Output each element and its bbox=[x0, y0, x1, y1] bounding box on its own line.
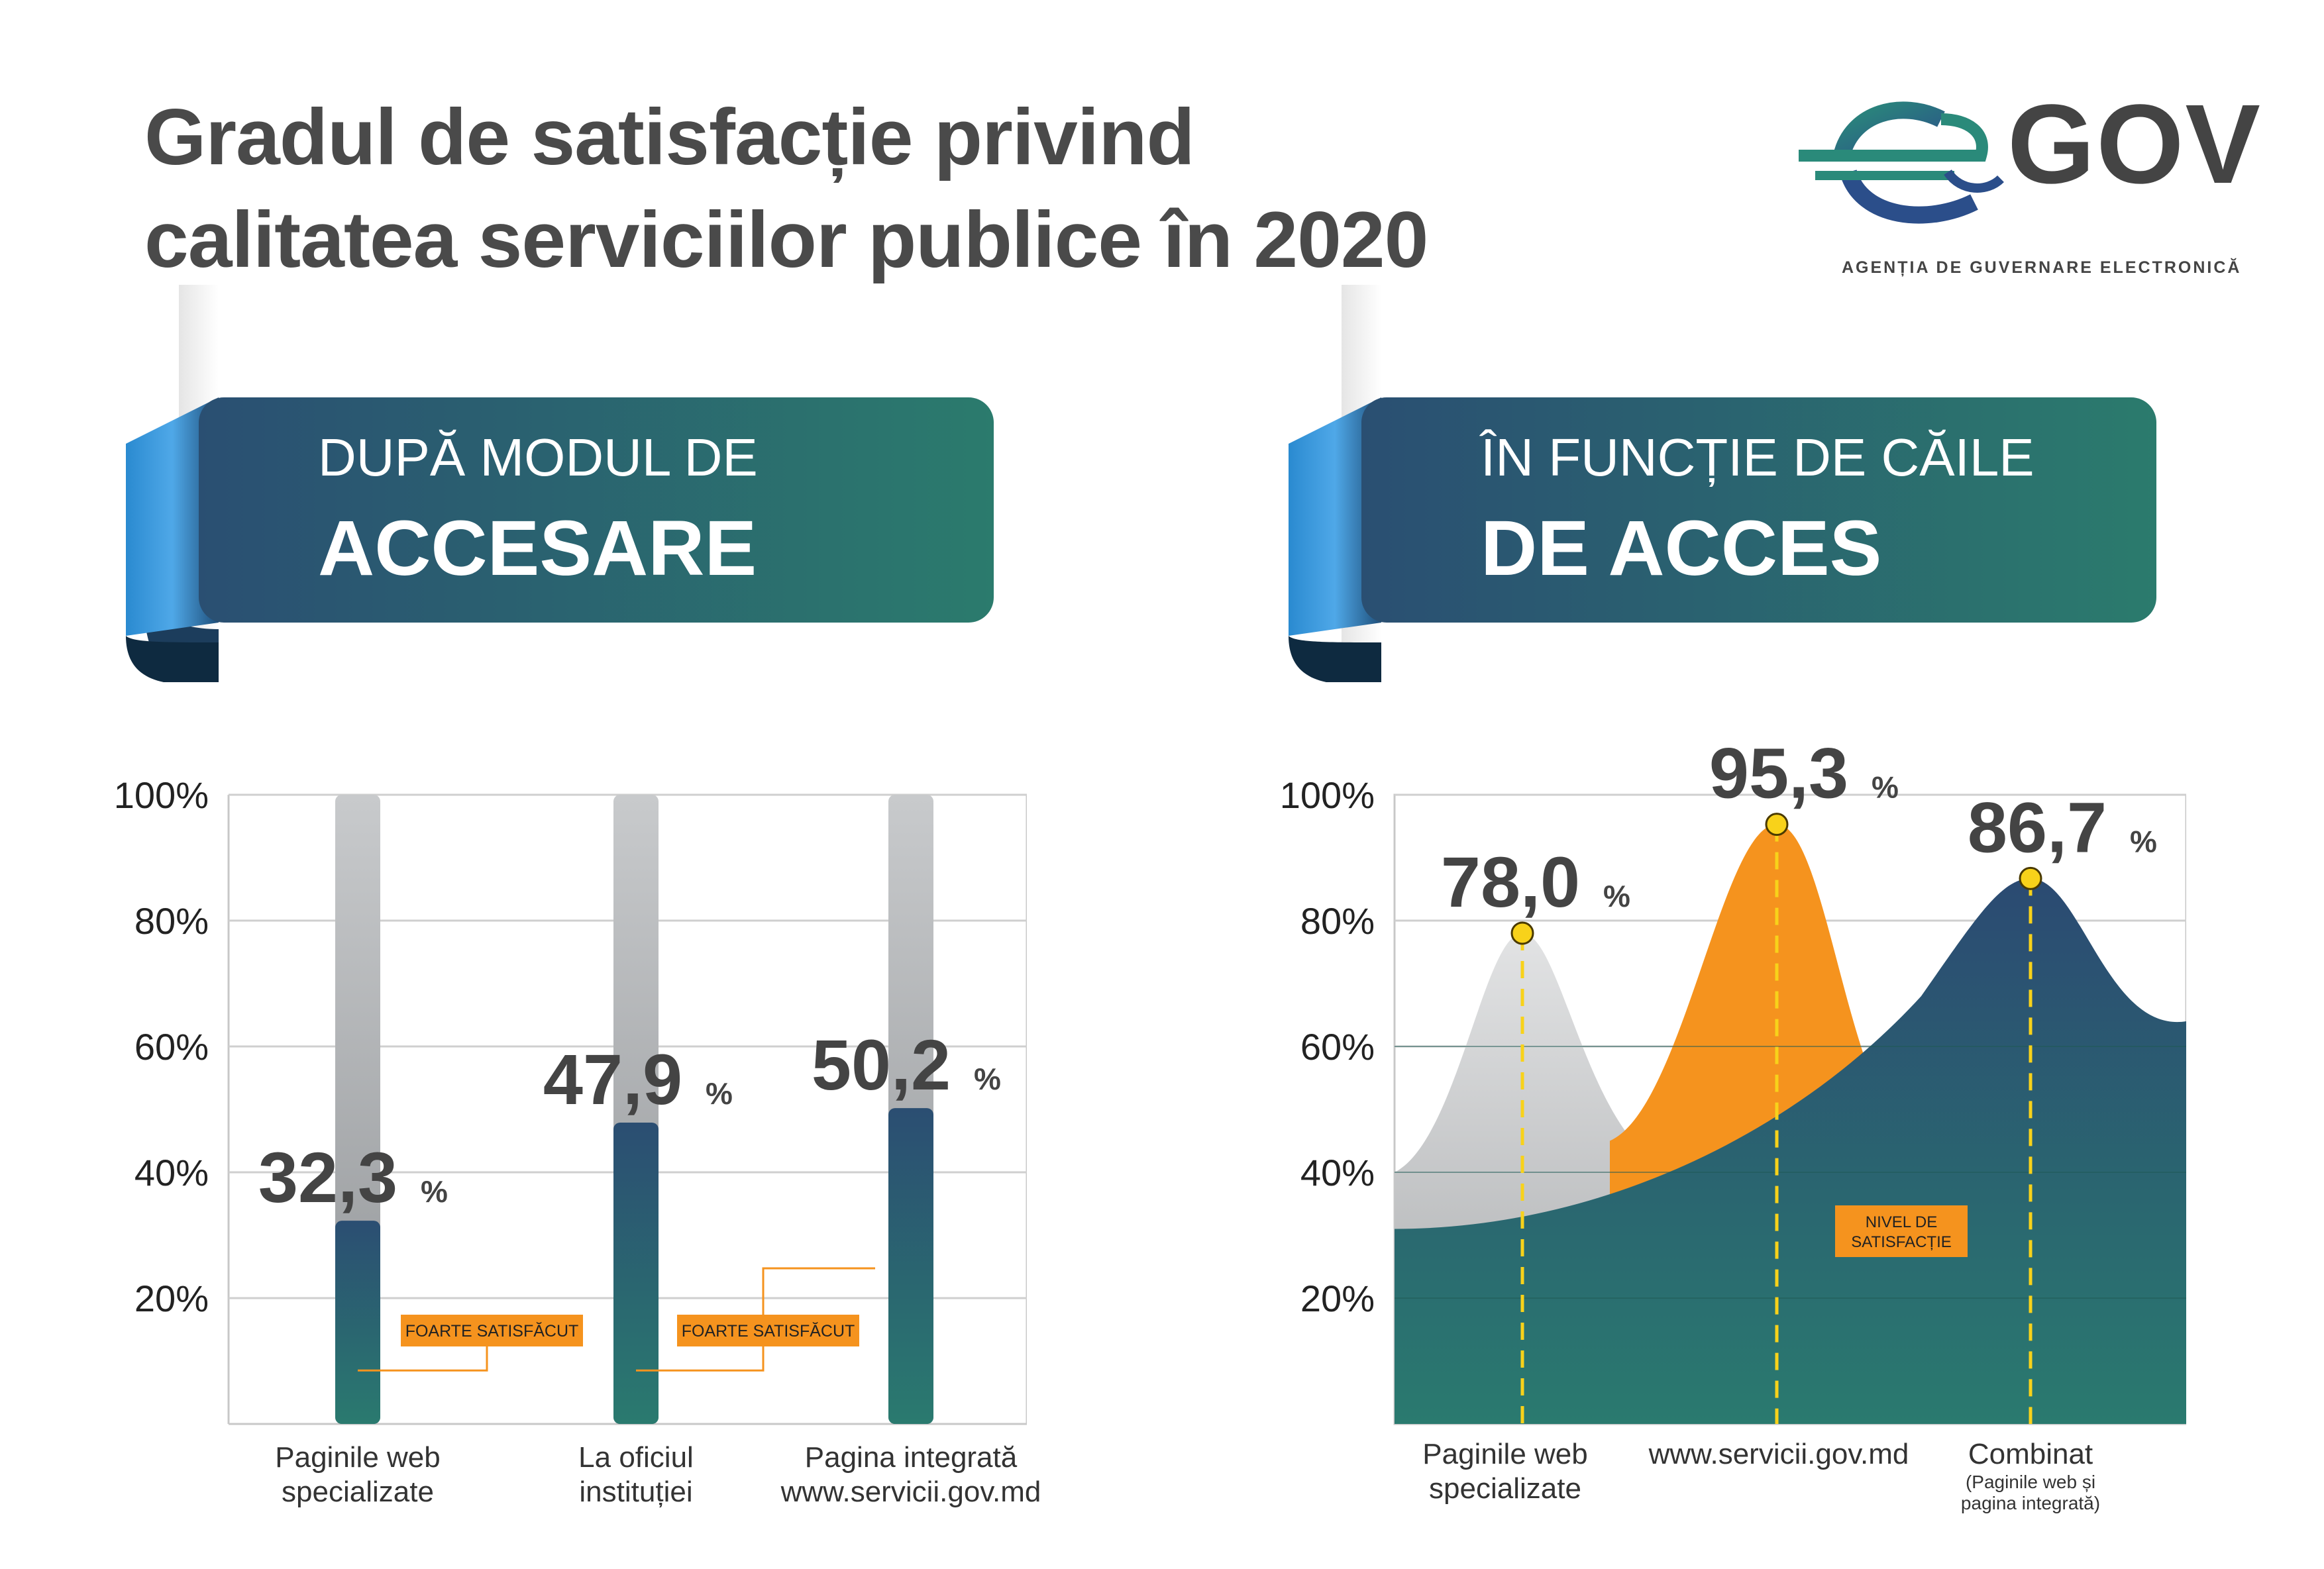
bar-value-label: 47,9 bbox=[543, 1039, 682, 1119]
callout-line bbox=[636, 1346, 765, 1372]
peak-marker bbox=[2019, 866, 2042, 890]
y-tick-label: 100% bbox=[1280, 774, 1375, 816]
peak-value-label: 86,7 bbox=[1968, 787, 2107, 867]
legend-box bbox=[1835, 1205, 1968, 1257]
page-title-line2: calitatea serviciilor publice în 2020 bbox=[144, 195, 1428, 284]
callout-box bbox=[401, 1315, 583, 1346]
x-category-label-line: La oficiul bbox=[578, 1441, 694, 1474]
x-category-label-line: Pagina integrată bbox=[804, 1441, 1018, 1474]
y-tick-label: 40% bbox=[134, 1152, 209, 1193]
peak-value-unit: % bbox=[1872, 770, 1899, 805]
peak-value-label: 78,0 bbox=[1441, 842, 1580, 922]
callout-box bbox=[677, 1315, 859, 1346]
callout-line bbox=[358, 1346, 488, 1372]
callout-text: FOARTE SATISFĂCUT bbox=[405, 1321, 579, 1341]
ribbon-right-shape bbox=[1289, 285, 2156, 682]
x-category-note: pagina integrată) bbox=[1960, 1493, 2101, 1513]
section-left-line1: DUPĂ MODUL DE bbox=[318, 428, 758, 487]
bar-chart-access-mode: 20% 40% 60% 80% 100% 32,3% 47,9% 50,2% FOARTE … bbox=[99, 742, 1041, 1537]
x-category-label: La oficiul instituției bbox=[523, 1441, 749, 1509]
egov-logo: GOV AGENȚIA DE GUVERNARE ELECTRONICĂ bbox=[1789, 81, 2260, 291]
x-category-label-line: Paginile web bbox=[1422, 1438, 1588, 1470]
y-tick-label: 80% bbox=[1300, 900, 1375, 942]
x-category-note: (Paginile web și bbox=[1965, 1472, 2096, 1492]
x-category-label-line: Paginile web bbox=[275, 1441, 441, 1474]
peak-value-unit: % bbox=[2130, 824, 2157, 858]
y-tick-label: 60% bbox=[1300, 1026, 1375, 1068]
bar bbox=[613, 1122, 659, 1424]
bar bbox=[335, 1221, 380, 1424]
logo-subtitle: AGENȚIA DE GUVERNARE ELECTRONICĂ bbox=[1842, 258, 2242, 277]
bar-chart-canvas: 20% 40% 60% 80% 100% 32,3 % 47,9% 50,2% FOARTE … bbox=[114, 774, 1027, 1425]
page-title-line1: Gradul de satisfacție privind bbox=[144, 93, 1195, 181]
x-category-label: Paginile web specializate bbox=[238, 1441, 477, 1509]
y-tick-label: 20% bbox=[134, 1278, 209, 1319]
area-series-combined bbox=[1395, 878, 2186, 1424]
bar-value-unit: % bbox=[421, 1174, 448, 1209]
x-category-label: www.servicii.gov.md bbox=[1640, 1437, 1918, 1472]
section-right-line1: ÎN FUNCȚIE DE CĂILE bbox=[1481, 428, 2034, 487]
y-tick-label: 20% bbox=[1300, 1278, 1375, 1319]
peak-value-unit: % bbox=[1603, 879, 1630, 913]
x-category-label: Pagina integrată www.servicii.gov.md bbox=[765, 1441, 1057, 1509]
peak-marker bbox=[1510, 921, 1534, 945]
callout-line bbox=[762, 1267, 875, 1315]
bar bbox=[888, 1108, 933, 1424]
bar-value-label: 32,3 bbox=[258, 1137, 397, 1217]
section-right-line2: DE ACCES bbox=[1481, 505, 1882, 592]
x-category-label: Combinat (Paginile web și pagina integrată… bbox=[1931, 1437, 2130, 1514]
y-tick-label: 80% bbox=[134, 900, 209, 942]
section-left-line2: ACCESARE bbox=[318, 505, 757, 592]
x-category-label-line: specializate bbox=[282, 1476, 434, 1508]
legend-text: SATISFACȚIE bbox=[1851, 1233, 1952, 1251]
x-category-label-line: instituției bbox=[579, 1476, 693, 1508]
bar-value-label: 50,2 bbox=[812, 1025, 951, 1105]
y-tick-label: 60% bbox=[134, 1026, 209, 1068]
bar-value-unit: % bbox=[706, 1076, 733, 1111]
x-category-label-line: www.servicii.gov.md bbox=[780, 1476, 1041, 1508]
peak-value-label: 95,3 bbox=[1709, 733, 1848, 813]
bar-value-unit: % bbox=[974, 1062, 1001, 1096]
callout-text: FOARTE SATISFĂCUT bbox=[682, 1321, 855, 1341]
area-chart-canvas: 20% 40% 60% 80% 100% 78,0 % 95,3% 86,7 % NIVEL DE… bbox=[1280, 733, 2186, 1425]
area-chart-access-channels: 20% 40% 60% 80% 100% 78,0% 95,3% 86,7% NIVEL DE… bbox=[1259, 715, 2186, 1537]
x-category-label-line: Combinat bbox=[1968, 1438, 2093, 1470]
y-tick-label: 40% bbox=[1300, 1152, 1375, 1193]
x-category-label-line: www.servicii.gov.md bbox=[1648, 1438, 1909, 1470]
peak-marker bbox=[1765, 813, 1789, 836]
x-category-label-line: specializate bbox=[1429, 1472, 1581, 1505]
logo-word: GOV bbox=[2007, 81, 2262, 207]
page-title: Gradul de satisfacție privind calitatea … bbox=[144, 86, 1428, 291]
x-category-label: Paginile web specializate bbox=[1393, 1437, 1618, 1506]
section-ribbon-right: ÎN FUNCȚIE DE CĂILE DE ACCES bbox=[1289, 285, 2163, 682]
legend-text: NIVEL DE bbox=[1866, 1213, 1937, 1231]
y-tick-label: 100% bbox=[114, 774, 209, 816]
ribbon-left-shape bbox=[126, 285, 994, 682]
section-ribbon-left: DUPĂ MODUL DE ACCESARE bbox=[126, 285, 1000, 682]
egov-logo-mark bbox=[1799, 101, 2004, 224]
